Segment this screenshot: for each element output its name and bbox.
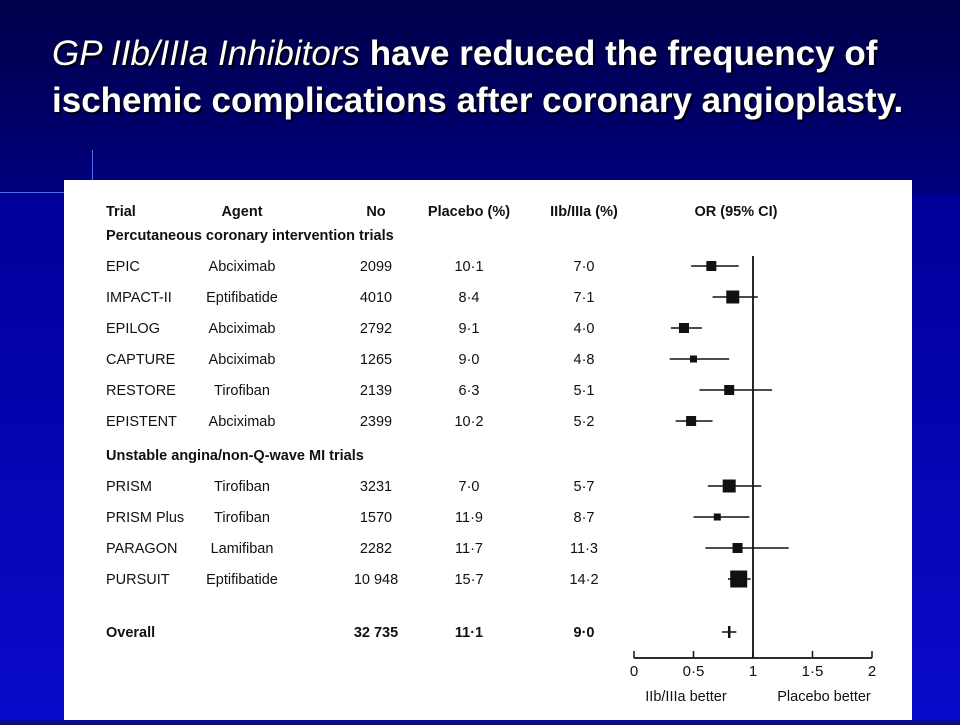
sample-size: 2139	[360, 383, 392, 399]
column-header: Placebo (%)	[428, 204, 510, 220]
column-header: Agent	[221, 204, 262, 220]
agent-name: Tirofiban	[214, 510, 270, 526]
section-label: Unstable angina/non-Q-wave MI trials	[106, 448, 364, 464]
agent-name: Abciximab	[209, 321, 276, 337]
placebo-rate: 11·1	[455, 625, 483, 641]
slide-title-italic: GP IIb/IIIa Inhibitors	[52, 34, 361, 73]
sample-size: 2792	[360, 321, 392, 337]
drug-rate: 7·0	[574, 259, 595, 275]
x-tick-label: 0	[630, 663, 638, 680]
trial-name: CAPTURE	[106, 352, 176, 368]
sample-size: 32 735	[354, 625, 398, 641]
decorative-line	[0, 192, 64, 193]
sample-size: 4010	[360, 290, 392, 306]
trial-name: EPIC	[106, 259, 140, 275]
odds-ratio-marker	[690, 355, 697, 363]
odds-ratio-marker	[732, 543, 743, 553]
x-tick-label: 2	[868, 663, 876, 680]
axis-label-right: Placebo better	[777, 689, 871, 705]
agent-name: Eptifibatide	[206, 572, 278, 588]
placebo-rate: 9·1	[459, 321, 480, 337]
drug-rate: 5·2	[574, 414, 595, 430]
odds-ratio-marker	[678, 323, 689, 333]
forest-plot-figure: Trial Agent No Placebo (%) IIb/IIIa (%) OR (9…	[64, 180, 912, 720]
placebo-rate: 7·0	[459, 479, 480, 495]
slide-header-background	[0, 0, 960, 195]
placebo-rate: 6·3	[459, 383, 480, 399]
sample-size: 1265	[360, 352, 392, 368]
placebo-rate: 10·1	[454, 259, 483, 275]
drug-rate: 4·0	[574, 321, 595, 337]
trial-name: IMPACT-II	[106, 290, 172, 306]
trial-name: PRISM	[106, 479, 152, 495]
trial-name: RESTORE	[106, 383, 176, 399]
drug-rate: 5·7	[574, 479, 595, 495]
sample-size: 1570	[360, 510, 392, 526]
axis-label-left: IIb/IIIa better	[645, 689, 727, 705]
column-header: IIb/IIIa (%)	[550, 204, 618, 220]
slide-title: GP IIb/IIIa Inhibitors have reduced the …	[52, 30, 912, 124]
drug-rate: 8·7	[574, 510, 595, 526]
drug-rate: 7·1	[574, 290, 595, 306]
section-label: Percutaneous coronary intervention trial…	[106, 228, 394, 244]
forest-plot: Trial Agent No Placebo (%) IIb/IIIa (%) OR (9…	[106, 204, 876, 705]
odds-ratio-marker	[713, 513, 721, 521]
agent-name: Abciximab	[209, 259, 276, 275]
x-tick-label: 1	[749, 663, 757, 680]
agent-name: Eptifibatide	[206, 290, 278, 306]
placebo-rate: 11·7	[455, 541, 483, 557]
agent-name: Tirofiban	[214, 479, 270, 495]
placebo-rate: 8·4	[459, 290, 480, 306]
x-tick-label: 0·5	[683, 663, 705, 680]
agent-name: Tirofiban	[214, 383, 270, 399]
agent-name: Abciximab	[209, 414, 276, 430]
trial-name: PRISM Plus	[106, 510, 184, 526]
odds-ratio-marker	[706, 261, 717, 271]
column-header: OR (95% CI)	[695, 204, 778, 220]
column-header: No	[366, 204, 385, 220]
agent-name: Abciximab	[209, 352, 276, 368]
agent-name: Lamifiban	[211, 541, 274, 557]
drug-rate: 4·8	[574, 352, 595, 368]
odds-ratio-marker	[686, 416, 697, 426]
sample-size: 3231	[360, 479, 392, 495]
sample-size: 2399	[360, 414, 392, 430]
x-tick-label: 1·5	[802, 663, 824, 680]
placebo-rate: 11·9	[455, 510, 483, 526]
placebo-rate: 9·0	[459, 352, 480, 368]
trial-name: EPISTENT	[106, 414, 177, 430]
column-header: Trial	[106, 204, 136, 220]
decorative-line	[92, 150, 93, 180]
slide-title-rest: have reduced the frequency of ischemic c…	[52, 34, 904, 120]
drug-rate: 5·1	[574, 383, 595, 399]
drug-rate: 9·0	[574, 625, 595, 641]
sample-size: 2282	[360, 541, 392, 557]
drug-rate: 11·3	[570, 541, 598, 557]
placebo-rate: 15·7	[454, 572, 483, 588]
odds-ratio-marker	[722, 479, 736, 493]
trial-name: PURSUIT	[106, 572, 170, 588]
odds-ratio-marker	[724, 385, 735, 395]
trial-name: Overall	[106, 625, 155, 641]
trial-name: PARAGON	[106, 541, 177, 557]
trial-name: EPILOG	[106, 321, 160, 337]
placebo-rate: 10·2	[454, 414, 483, 430]
sample-size: 10 948	[354, 572, 398, 588]
sample-size: 2099	[360, 259, 392, 275]
drug-rate: 14·2	[569, 572, 598, 588]
odds-ratio-marker	[726, 290, 740, 304]
odds-ratio-marker	[730, 570, 748, 588]
